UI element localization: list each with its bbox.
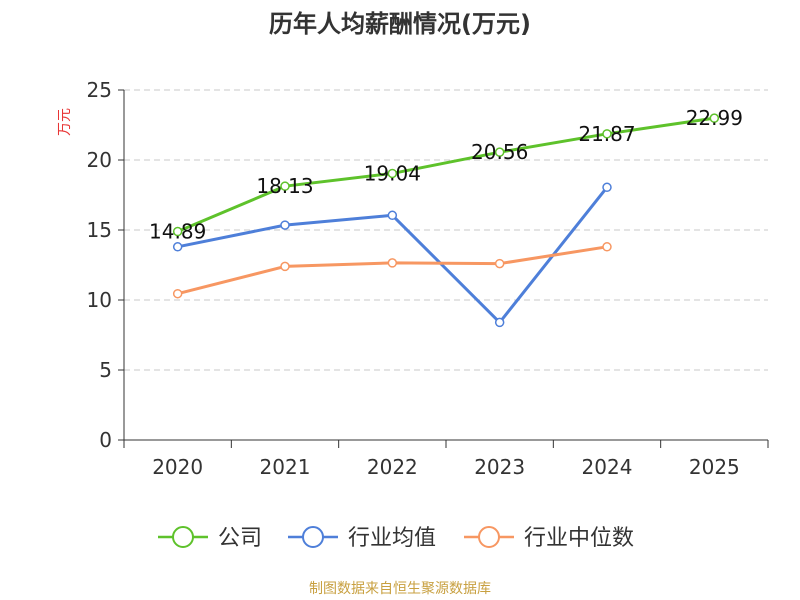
data-label: 19.04 — [364, 161, 421, 185]
data-point[interactable] — [494, 317, 505, 328]
chart-title: 历年人均薪酬情况(万元) — [269, 10, 531, 38]
y-tick-label: 10 — [87, 288, 112, 312]
x-tick-label: 2022 — [367, 455, 418, 479]
legend-label: 行业均值 — [348, 526, 436, 551]
legend-item-0[interactable]: 公司 — [158, 526, 262, 551]
source-note: 制图数据来自恒生聚源数据库 — [309, 581, 491, 597]
legend-marker — [172, 526, 194, 548]
data-point[interactable] — [494, 147, 505, 157]
legend-marker — [478, 526, 500, 548]
series-2 — [172, 242, 612, 299]
data-point[interactable] — [602, 182, 612, 193]
legend-item-2[interactable]: 行业中位数 — [464, 526, 634, 551]
legend-label: 行业中位数 — [524, 526, 634, 551]
data-point[interactable] — [280, 181, 290, 191]
data-point[interactable] — [172, 226, 183, 237]
series-0 — [172, 113, 720, 237]
data-point[interactable] — [280, 261, 290, 272]
grid-lines — [124, 89, 768, 371]
data-label: 14.89 — [149, 220, 206, 244]
y-tick-label: 20 — [87, 148, 112, 172]
data-label: 20.56 — [471, 140, 528, 164]
data-point[interactable] — [172, 242, 183, 252]
legend-label: 公司 — [218, 526, 262, 551]
data-label: 21.87 — [578, 122, 635, 146]
data-point[interactable] — [387, 168, 398, 179]
x-tick-label: 2020 — [152, 455, 203, 479]
data-point[interactable] — [602, 242, 612, 252]
y-tick-label: 15 — [87, 218, 112, 242]
series-layer: 14.89 18.13 19.04 20.56 21.87 22.99 — [149, 106, 743, 328]
data-point[interactable] — [280, 220, 290, 230]
data-point[interactable] — [494, 258, 505, 269]
data-label: 22.99 — [686, 106, 743, 130]
legend[interactable]: 公司 行业均值 行业中位数 — [158, 526, 634, 551]
series-1 — [172, 182, 612, 328]
legend-marker — [302, 526, 324, 548]
data-point[interactable] — [602, 129, 612, 139]
data-point[interactable] — [709, 113, 720, 123]
y-tick-label: 25 — [87, 78, 112, 102]
data-label: 18.13 — [256, 174, 313, 198]
series-line — [177, 186, 609, 324]
series-line — [177, 116, 715, 233]
data-point[interactable] — [387, 210, 398, 221]
x-tick-label: 2025 — [689, 455, 740, 479]
y-axis-label: 万元 — [57, 108, 73, 136]
data-point[interactable] — [387, 258, 398, 268]
data-point[interactable] — [172, 288, 183, 299]
legend-item-1[interactable]: 行业均值 — [288, 526, 436, 551]
x-tick-label: 2021 — [260, 455, 311, 479]
x-tick-label: 2024 — [582, 455, 633, 479]
y-tick-label: 5 — [99, 358, 112, 382]
y-tick-label: 0 — [99, 428, 112, 452]
x-tick-label: 2023 — [474, 455, 525, 479]
